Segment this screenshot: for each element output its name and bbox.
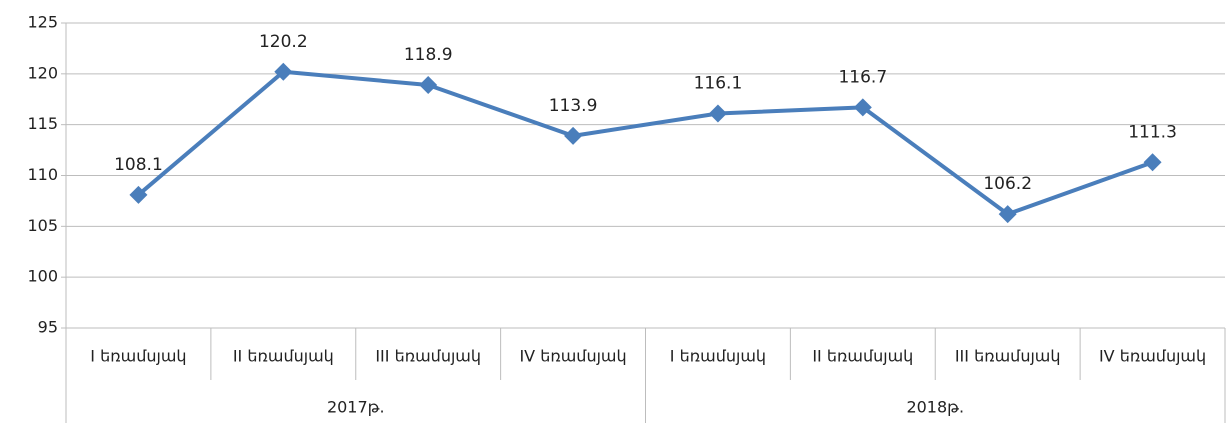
marker <box>708 104 727 123</box>
x-tick-label: II եռամսյակ <box>812 347 913 366</box>
data-label: 113.9 <box>549 96 598 116</box>
marker <box>419 76 438 95</box>
y-tick-label: 110 <box>27 165 58 184</box>
group-label: 2018թ. <box>906 398 964 417</box>
y-tick-label: 120 <box>27 63 58 82</box>
data-label: 116.1 <box>694 73 743 93</box>
y-tick-label: 95 <box>38 318 58 337</box>
y-tick-label: 115 <box>27 114 58 133</box>
y-tick-label: 105 <box>27 216 58 235</box>
data-label: 120.2 <box>259 32 308 52</box>
x-tick-label: IV եռամսյակ <box>1099 347 1206 366</box>
marker <box>1143 153 1162 172</box>
marker <box>129 185 148 204</box>
group-label: 2017թ. <box>327 398 385 417</box>
marker <box>998 205 1017 224</box>
data-label: 106.2 <box>983 174 1032 194</box>
line <box>137 69 1154 217</box>
data-label: 116.7 <box>838 67 887 87</box>
data-label: 118.9 <box>404 45 453 65</box>
marker <box>853 98 872 117</box>
x-tick-label: III եռամսյակ <box>375 347 481 366</box>
data-label: 111.3 <box>1128 122 1177 142</box>
x-tick-label: IV եռամսյակ <box>519 347 626 366</box>
x-tick-label: II եռամսյակ <box>233 347 334 366</box>
x-tick-label: III եռամսյակ <box>955 347 1061 366</box>
y-tick-label: 125 <box>27 13 58 32</box>
x-tick-label: I եռամսյակ <box>670 347 766 366</box>
marker <box>564 126 583 145</box>
marker <box>274 62 293 81</box>
y-tick-label: 100 <box>27 267 58 286</box>
data-label: 108.1 <box>114 155 163 175</box>
x-tick-label: I եռամսյակ <box>90 347 186 366</box>
